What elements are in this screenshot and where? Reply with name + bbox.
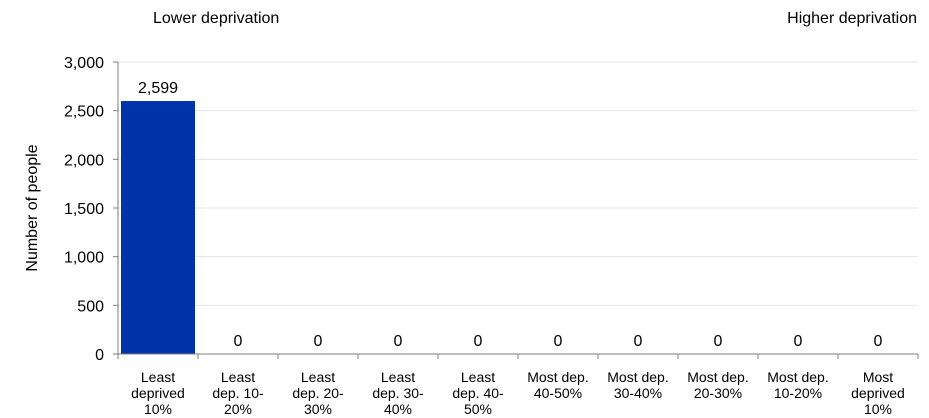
x-tick-label: Most dep. 40-50% (527, 369, 588, 401)
gridlines (118, 61, 918, 306)
y-axis-title: Number of people (24, 144, 41, 271)
higher-deprivation-note: Higher deprivation (787, 10, 917, 27)
y-tick-labels: 0 500 1,000 1,500 2,000 2,500 3,000 (64, 55, 104, 364)
y-tick-label: 3,000 (64, 55, 104, 72)
data-label: 0 (874, 333, 883, 350)
data-label: 0 (394, 333, 403, 350)
data-label: 0 (474, 333, 483, 350)
x-tick-label: Most deprived 10% (851, 369, 905, 417)
data-label: 2,599 (138, 80, 178, 97)
data-label: 0 (234, 333, 243, 350)
data-label: 0 (634, 333, 643, 350)
x-tick-label: Least dep. 20-30% (292, 369, 344, 417)
x-tick-label: Most dep. 30-40% (607, 369, 668, 401)
data-labels: 2,599 0 0 0 0 0 0 0 0 0 (138, 80, 883, 350)
data-label: 0 (794, 333, 803, 350)
bars (121, 101, 195, 354)
y-tick-label: 1,000 (64, 250, 104, 267)
x-tick-label: Least deprived 10% (131, 369, 185, 417)
y-tick-label: 0 (95, 347, 104, 364)
x-tick-label: Least dep. 40-50% (452, 369, 504, 417)
x-tick-label: Least dep. 30-40% (372, 369, 424, 417)
data-label: 0 (714, 333, 723, 350)
axes (113, 61, 919, 359)
y-tick-label: 2,000 (64, 152, 104, 169)
x-tick-label: Most dep. 10-20% (767, 369, 828, 401)
y-tick-label: 500 (77, 298, 104, 315)
x-tick-label: Least dep. 10-20% (212, 369, 264, 417)
y-tick-label: 1,500 (64, 201, 104, 218)
data-label: 0 (554, 333, 563, 350)
x-tick-label: Most dep. 20-30% (687, 369, 748, 401)
x-tick-labels: Least deprived 10% Least dep. 10-20% Least dep… (131, 369, 905, 417)
bar (121, 101, 195, 354)
y-tick-label: 2,500 (64, 104, 104, 121)
data-label: 0 (314, 333, 323, 350)
lower-deprivation-note: Lower deprivation (153, 10, 279, 27)
